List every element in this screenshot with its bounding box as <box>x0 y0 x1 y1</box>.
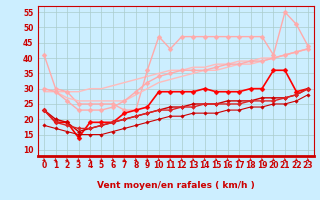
X-axis label: Vent moyen/en rafales ( km/h ): Vent moyen/en rafales ( km/h ) <box>97 181 255 190</box>
